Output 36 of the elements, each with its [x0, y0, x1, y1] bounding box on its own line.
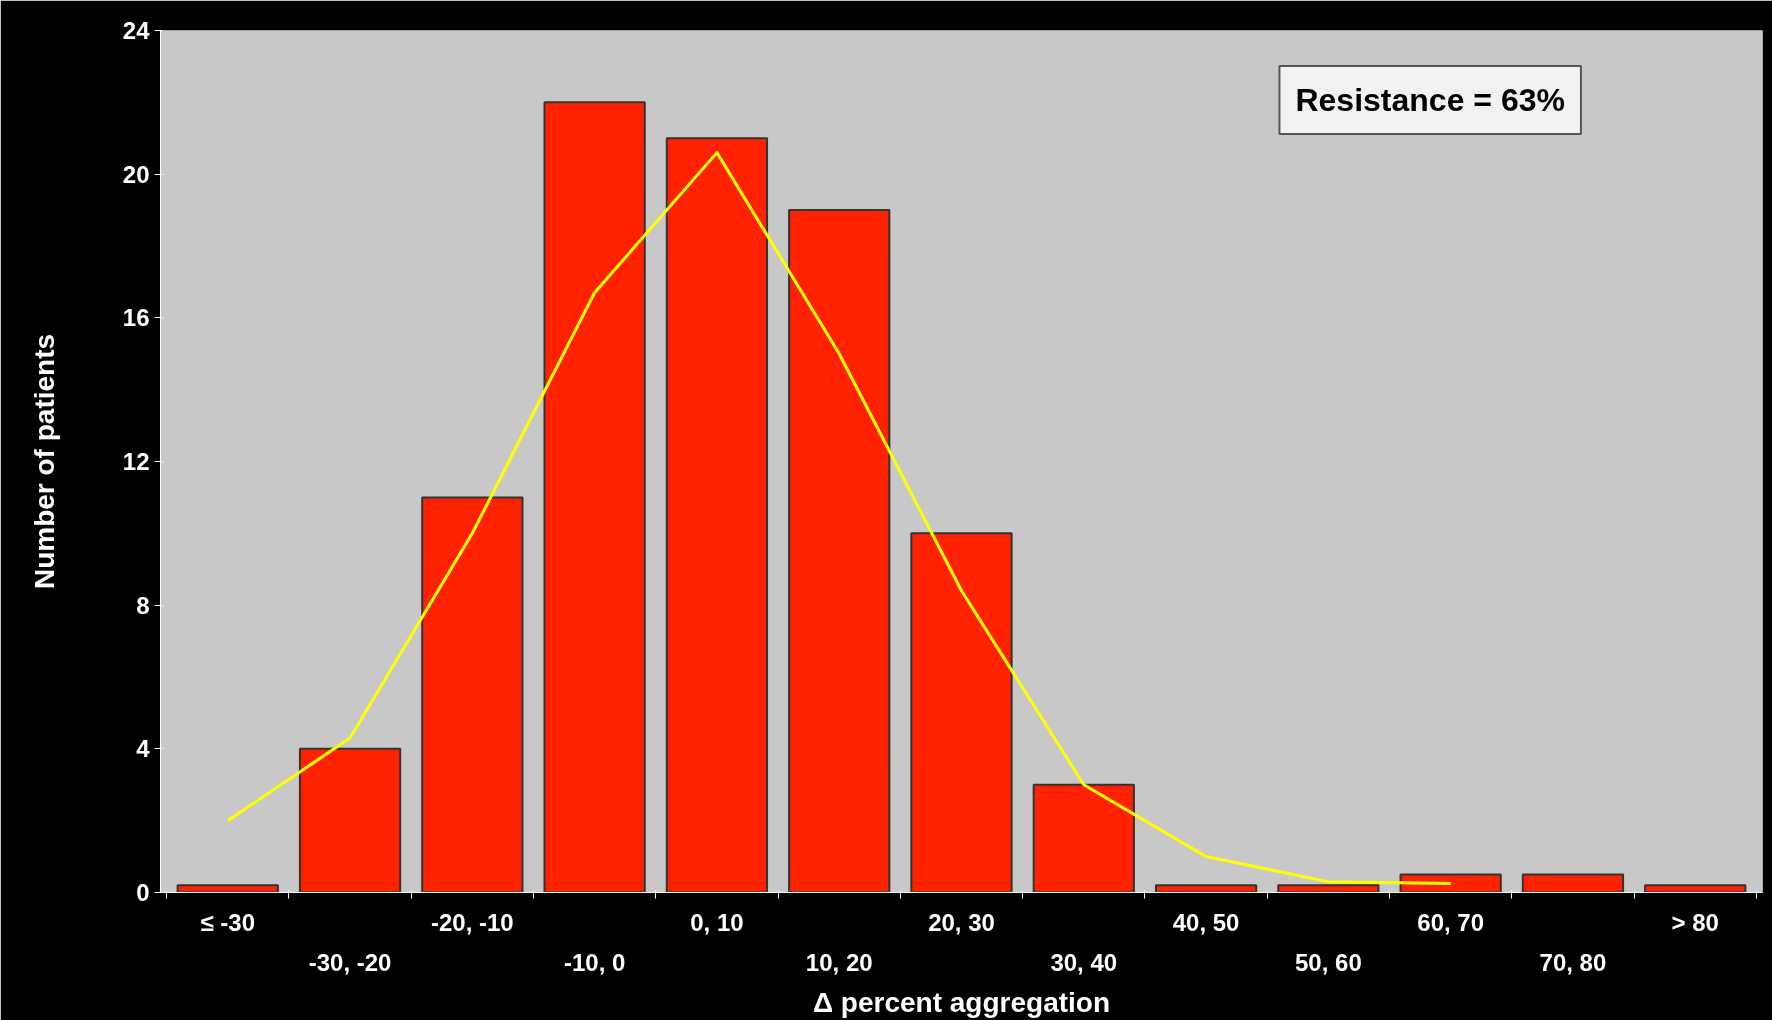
- x-tick-label: 60, 70: [1417, 908, 1485, 936]
- y-tick-label: 24: [122, 17, 151, 44]
- y-tick-label: 12: [122, 448, 150, 475]
- x-tick-label: > 80: [1671, 908, 1719, 936]
- y-tick-label: 16: [122, 304, 150, 332]
- x-axis-title: Δ percent aggregation: [812, 986, 1111, 1018]
- x-tick-label: -30, -20: [308, 948, 392, 976]
- x-tick-label: 30, 40: [1050, 948, 1118, 976]
- x-tick-label: 40, 50: [1172, 908, 1240, 936]
- x-tick-label: 50, 60: [1295, 948, 1362, 976]
- bar: [543, 101, 646, 893]
- y-axis-title: Number of patients: [28, 333, 60, 590]
- bar: [1277, 884, 1380, 893]
- bar: [1032, 783, 1135, 893]
- bar: [1521, 873, 1625, 893]
- bar: [665, 137, 769, 893]
- bar: [298, 747, 402, 893]
- bar: [1644, 884, 1747, 893]
- bar: [176, 884, 279, 893]
- bar: [788, 209, 891, 893]
- bar: [421, 496, 524, 893]
- line-series: [226, 151, 1453, 886]
- x-tick-label: -20, -10: [430, 908, 514, 936]
- x-tick-label: 20, 30: [928, 908, 995, 936]
- bar: [1154, 884, 1258, 893]
- y-tick-label: 20: [122, 160, 150, 188]
- x-tick-label: -10, 0: [563, 948, 626, 976]
- annotation: Resistance = 63%: [1295, 81, 1565, 118]
- x-tick-label: 70, 80: [1539, 948, 1607, 976]
- bar: [910, 532, 1013, 893]
- x-tick-label: 10, 20: [805, 948, 873, 976]
- x-tick-label: 0, 10: [690, 908, 744, 936]
- y-tick-label: 4: [136, 735, 151, 763]
- x-tick-label: ≤ -30: [200, 908, 256, 936]
- y-tick-label: 0: [136, 879, 150, 906]
- y-tick-label: 8: [136, 591, 150, 619]
